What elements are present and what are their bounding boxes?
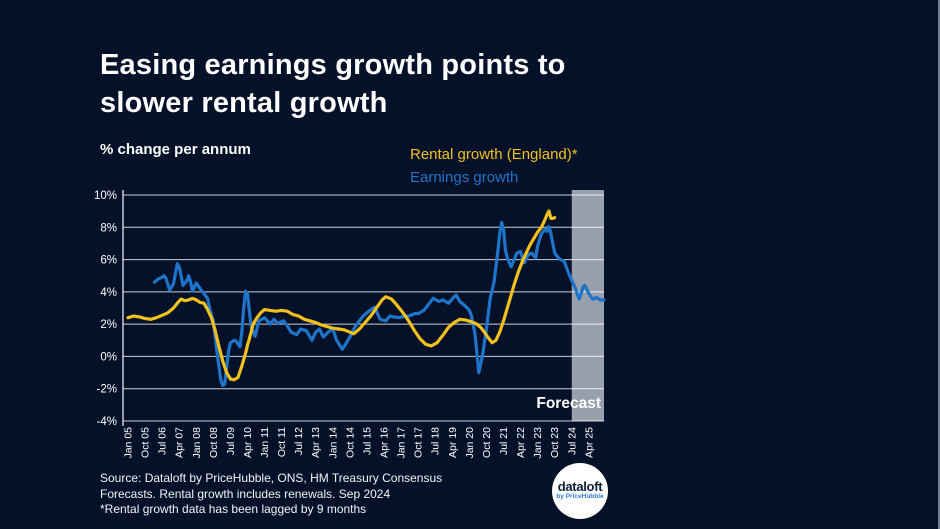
rental-growth-line — [126, 209, 557, 382]
x-tick-label: Oct 11 — [276, 427, 288, 457]
y-tick-label: 8% — [100, 222, 117, 234]
logo-name: dataloft — [557, 479, 603, 494]
x-tick-label: Apr 25 — [583, 427, 595, 458]
page-title-line-2: slower rental growth — [100, 87, 388, 119]
dataloft-logo: dataloft by PriceHubble — [552, 463, 608, 519]
logo-byline: by PriceHubble — [556, 493, 604, 500]
y-tick-label: 6% — [100, 255, 117, 267]
x-tick-label: Oct 08 — [208, 427, 220, 458]
slide-edge-divider — [938, 0, 940, 529]
x-tick-label: Jul 18 — [430, 427, 442, 455]
x-tick-label: Apr 10 — [242, 427, 254, 458]
x-tick-label: Jan 23 — [532, 427, 544, 459]
y-tick-label: 2% — [100, 319, 117, 331]
x-tick-label: Apr 07 — [174, 427, 186, 458]
x-tick-label: Jul 09 — [225, 427, 237, 455]
x-tick-label: Jan 20 — [464, 427, 476, 459]
legend-earnings-growth: Earnings growth — [410, 169, 519, 186]
chart-legend: Rental growth (England)* Earnings growth — [410, 143, 640, 189]
y-tick-label: 4% — [100, 287, 117, 299]
x-tick-label: Jan 14 — [327, 427, 339, 459]
x-tick-label: Jan 08 — [191, 427, 203, 459]
y-tick-label: -2% — [97, 384, 117, 396]
page-title-line-1: Easing earnings growth points to — [100, 49, 566, 81]
y-tick-label: 10% — [94, 190, 117, 202]
x-tick-label: Oct 20 — [481, 427, 493, 458]
x-tick-label: Apr 22 — [515, 427, 527, 458]
earnings-growth-line — [152, 220, 606, 388]
x-tick-label: Oct 14 — [344, 427, 356, 458]
x-tick-label: Jul 24 — [566, 427, 578, 455]
source-line-2: Forecasts. Rental growth includes renewa… — [100, 486, 391, 501]
y-tick-label: -4% — [97, 416, 117, 428]
y-axis-unit-label: % change per annum — [100, 141, 251, 158]
x-tick-label: Jan 11 — [259, 427, 271, 458]
x-tick-label: Oct 17 — [413, 427, 425, 458]
source-note: Source: Dataloft by PriceHubble, ONS, HM… — [100, 471, 530, 518]
x-tick-label: Jul 15 — [361, 427, 373, 455]
x-tick-label: Jul 12 — [293, 427, 305, 455]
forecast-band — [571, 190, 604, 421]
x-tick-label: Oct 05 — [140, 427, 152, 458]
source-line-1: Source: Dataloft by PriceHubble, ONS, HM… — [100, 471, 443, 485]
y-tick-label: 0% — [100, 351, 117, 363]
x-tick-label: Jul 06 — [157, 427, 169, 455]
x-tick-label: Apr 19 — [447, 427, 459, 458]
legend-rental-growth: Rental growth (England)* — [410, 146, 578, 163]
x-tick-label: Apr 16 — [379, 427, 391, 458]
source-line-3: *Rental growth data has been lagged by 9… — [100, 502, 367, 516]
x-tick-label: Jul 21 — [498, 427, 510, 455]
x-tick-label: Jan 05 — [123, 427, 135, 459]
x-tick-label: Jan 17 — [396, 427, 408, 459]
forecast-annotation: Forecast — [536, 395, 601, 412]
x-tick-label: Oct 23 — [549, 427, 561, 458]
page-title: Easing earnings growth points to slower … — [100, 46, 660, 122]
x-tick-label: Apr 13 — [310, 427, 322, 458]
